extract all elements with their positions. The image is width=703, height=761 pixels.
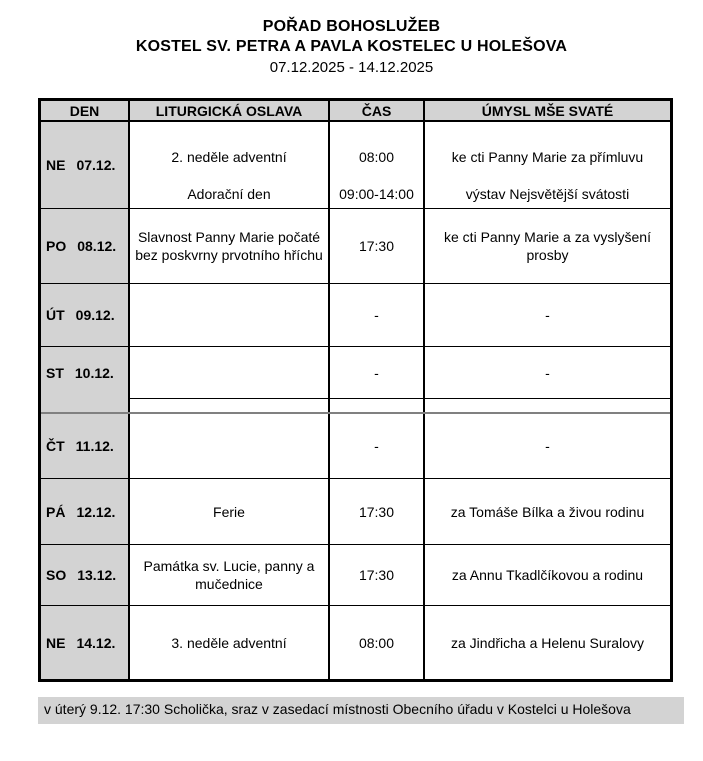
day-abbrev: ČT xyxy=(46,438,65,454)
day-abbrev: PÁ xyxy=(46,503,66,520)
table-row-ne-1412: NE 14.12. 3. neděle adventní 08:00 za Ji… xyxy=(41,606,670,679)
table-row-st-1012: ST 10.12. - - xyxy=(41,347,670,399)
intention-cell: - xyxy=(545,307,550,323)
feast-secondary: Adorační den xyxy=(187,186,271,202)
feast-cell xyxy=(130,284,330,346)
time-cell: - xyxy=(330,284,425,346)
time-cell: 17:30 xyxy=(330,479,425,544)
feast-cell: 3. neděle adventní xyxy=(130,606,330,679)
day-abbrev: NE xyxy=(46,157,66,173)
table-row-po-0812: PO 08.12. Slavnost Panny Marie počaté be… xyxy=(41,209,670,284)
church-name: KOSTEL SV. PETRA A PAVLA KOSTELEC U HOLE… xyxy=(135,38,568,55)
day-abbrev: ST xyxy=(46,365,64,381)
table-section-divider xyxy=(41,399,670,414)
table-row-ut-0912: ÚT 09.12. - - xyxy=(41,284,670,347)
intention-cell: za Tomáše Bílka a živou rodinu xyxy=(450,503,645,520)
day-abbrev: ÚT xyxy=(46,307,65,323)
time-cell: 17:30 xyxy=(330,545,425,605)
day-cell: ČT 11.12. xyxy=(41,414,130,478)
day-cell: SO 13.12. xyxy=(41,545,130,605)
time-cell-spacer xyxy=(330,399,425,412)
day-date: 14.12. xyxy=(76,634,116,651)
feast-main: 2. neděle adventní xyxy=(171,149,287,165)
feast-cell: Ferie xyxy=(130,479,330,544)
document-header: POŘAD BOHOSLUŽEB KOSTEL SV. PETRA A PAVL… xyxy=(0,17,703,78)
date-range: 07.12.2025 - 14.12.2025 xyxy=(269,59,434,76)
day-date: 12.12. xyxy=(76,503,116,520)
intention-cell: ke cti Panny Marie za přímluvu výstav Ne… xyxy=(425,122,670,208)
day-date: 10.12. xyxy=(74,365,114,381)
column-header-liturgicka-oslava: LITURGICKÁ OSLAVA xyxy=(130,101,330,120)
table-header-row: DEN LITURGICKÁ OSLAVA ČAS ÚMYSL MŠE SVAT… xyxy=(41,101,670,122)
day-cell-spacer xyxy=(41,399,130,412)
day-date: 07.12. xyxy=(76,157,116,173)
time-cell: 08:00 xyxy=(330,606,425,679)
day-abbrev: PO xyxy=(46,238,67,254)
column-header-umysl-mse-svate: ÚMYSL MŠE SVATÉ xyxy=(425,101,670,120)
intention-cell-spacer xyxy=(425,399,670,412)
day-cell: ÚT 09.12. xyxy=(41,284,130,346)
intention-cell: - xyxy=(425,347,670,399)
intention-cell: za Jindřicha a Helenu Suralovy xyxy=(451,634,644,651)
table-row-pa-1212: PÁ 12.12. Ferie 17:30 za Tomáše Bílka a … xyxy=(41,479,670,545)
column-header-cas: ČAS xyxy=(330,101,425,120)
day-cell: NE 14.12. xyxy=(41,606,130,679)
time-main: 08:00 xyxy=(358,149,395,165)
table-row-ct-1112: ČT 11.12. - - xyxy=(41,414,670,479)
day-date: 13.12. xyxy=(77,567,117,583)
day-date: 11.12. xyxy=(75,438,114,454)
feast-cell xyxy=(130,347,330,399)
schedule-table: DEN LITURGICKÁ OSLAVA ČAS ÚMYSL MŠE SVAT… xyxy=(38,98,673,682)
table-row-ne-0712: NE 07.12. 2. neděle adventní Adorační de… xyxy=(41,122,670,209)
time-cell: - xyxy=(330,347,425,399)
day-cell: PO 08.12. xyxy=(41,209,130,283)
page-title: POŘAD BOHOSLUŽEB xyxy=(262,18,441,35)
intention-cell: za Annu Tkadlčíkovou a rodinu xyxy=(451,567,644,583)
intention-secondary: výstav Nejsvětější svátosti xyxy=(465,186,630,202)
day-cell: ST 10.12. xyxy=(41,347,130,399)
feast-cell: 2. neděle adventní Adorační den xyxy=(130,122,330,208)
time-cell: 08:00 09:00-14:00 xyxy=(330,122,425,208)
time-cell: - xyxy=(330,414,425,478)
feast-cell-spacer xyxy=(130,399,330,412)
time-secondary: 09:00-14:00 xyxy=(339,186,414,202)
day-date: 08.12. xyxy=(77,238,117,254)
day-date: 09.12. xyxy=(75,307,115,323)
intention-cell: - xyxy=(545,438,550,454)
day-abbrev: SO xyxy=(46,567,67,583)
day-abbrev: NE xyxy=(46,634,66,651)
intention-cell: ke cti Panny Marie a za vyslyšení prosby xyxy=(444,229,651,263)
day-cell: PÁ 12.12. xyxy=(41,479,130,544)
day-cell: NE 07.12. xyxy=(41,122,130,208)
feast-cell xyxy=(130,414,330,478)
footer-note: v úterý 9.12. 17:30 Scholička, sraz v za… xyxy=(38,697,684,724)
time-cell: 17:30 xyxy=(330,209,425,283)
feast-cell: Památka sv. Lucie, panny a mučednice xyxy=(130,545,330,605)
feast-cell: Slavnost Panny Marie počaté bez poskvrny… xyxy=(130,209,330,283)
table-row-so-1312: SO 13.12. Památka sv. Lucie, panny a muč… xyxy=(41,545,670,606)
intention-main: ke cti Panny Marie za přímluvu xyxy=(451,149,644,165)
column-header-den: DEN xyxy=(41,101,130,120)
